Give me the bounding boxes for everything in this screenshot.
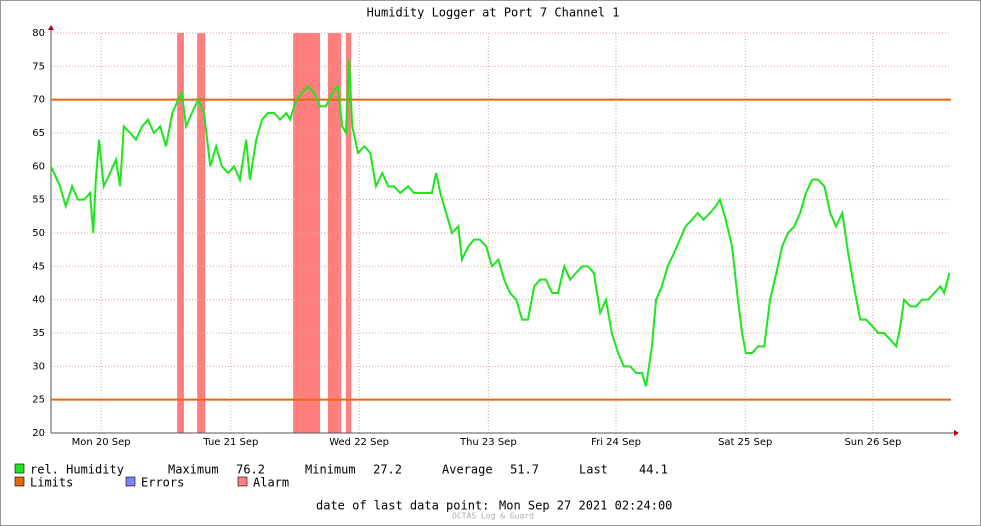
y-tick-label: 45 xyxy=(32,261,45,272)
stat-label: Maximum xyxy=(168,463,219,477)
x-arrow xyxy=(954,430,959,436)
y-tick-label: 35 xyxy=(32,328,45,339)
stat-value: 51.7 xyxy=(510,463,539,477)
y-tick-label: 75 xyxy=(32,61,45,72)
humidity-line xyxy=(50,59,951,387)
stat-label: Average xyxy=(442,463,493,477)
y-tick-label: 65 xyxy=(32,128,45,139)
y-tick-label: 20 xyxy=(32,428,45,439)
y-tick-label: 40 xyxy=(32,295,45,306)
x-tick-label: Tue 21 Sep xyxy=(202,437,258,448)
stat-value: 44.1 xyxy=(639,463,668,477)
stat-value: 27.2 xyxy=(373,463,402,477)
stat-value: 76.2 xyxy=(236,463,265,477)
last-point-label: date of last data point: xyxy=(316,499,489,513)
legend-label: Errors xyxy=(141,476,184,490)
last-point: Mon Sep 27 2021 02:24:00 xyxy=(499,499,672,513)
legend-swatch xyxy=(14,476,25,487)
legend-swatch xyxy=(14,463,25,474)
x-tick-label: Mon 20 Sep xyxy=(72,437,131,448)
chart-title: Humidity Logger at Port 7 Channel 1 xyxy=(367,6,620,20)
legend-label: Limits xyxy=(30,476,73,490)
x-tick-label: Sun 26 Sep xyxy=(844,437,901,448)
y-tick-label: 50 xyxy=(32,228,45,239)
y-tick-label: 25 xyxy=(32,395,45,406)
stat-label: Minimum xyxy=(305,463,356,477)
legend-label: Alarm xyxy=(253,476,289,490)
x-tick-label: Sat 25 Sep xyxy=(718,437,772,448)
y-tick-label: 30 xyxy=(32,361,45,372)
y-tick-label: 70 xyxy=(32,95,45,106)
footer: OCTAS Log & Guard xyxy=(452,512,534,521)
legend-swatch xyxy=(125,476,136,487)
legend-swatch xyxy=(237,476,248,487)
legend-label: rel. Humidity xyxy=(30,463,124,477)
x-tick-label: Thu 23 Sep xyxy=(459,437,517,448)
x-tick-label: Wed 22 Sep xyxy=(329,437,389,448)
alarm-band xyxy=(327,33,342,433)
y-tick-label: 80 xyxy=(32,28,45,39)
y-tick-label: 55 xyxy=(32,195,45,206)
y-arrow xyxy=(48,25,54,30)
stat-label: Last xyxy=(579,463,608,477)
y-tick-label: 60 xyxy=(32,161,45,172)
x-tick-label: Fri 24 Sep xyxy=(591,437,641,448)
